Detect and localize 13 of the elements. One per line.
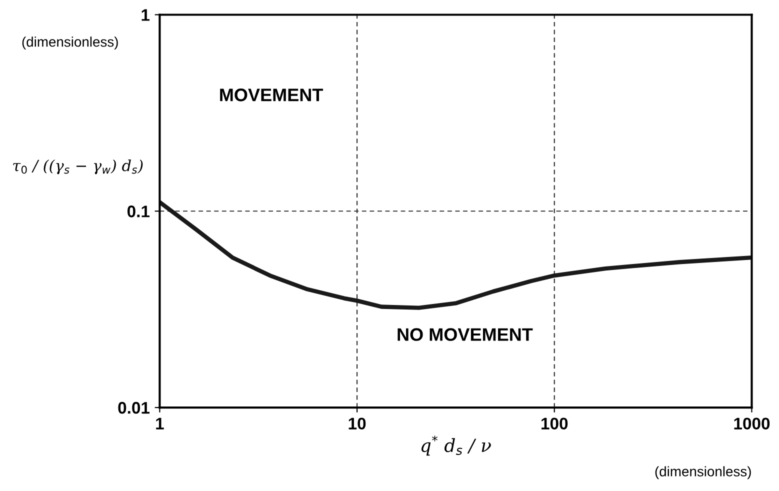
text: τ$_{0}$ / ((γ$_{s}$ − γ$_{w}$) d$_{s}$) bbox=[13, 159, 143, 174]
x-tick-label: 1000 bbox=[734, 418, 770, 430]
x-tick-label: 10 bbox=[348, 418, 366, 430]
x-axis-title: q$^{*}$ d$_{s}$ / ν bbox=[421, 436, 491, 456]
y-tick-label: 1 bbox=[142, 9, 150, 21]
y-tick-label: 0.1 bbox=[127, 206, 150, 218]
text: (dimensionless) bbox=[22, 36, 118, 50]
x-tick-label: 100 bbox=[542, 418, 568, 430]
y-tick-label: 0.01 bbox=[118, 402, 150, 414]
x-tick-label: 1 bbox=[156, 418, 164, 430]
annotation: NO MOVEMENT bbox=[398, 328, 533, 341]
text: (dimensionless) bbox=[655, 466, 751, 480]
annotation: MOVEMENT bbox=[220, 88, 324, 102]
